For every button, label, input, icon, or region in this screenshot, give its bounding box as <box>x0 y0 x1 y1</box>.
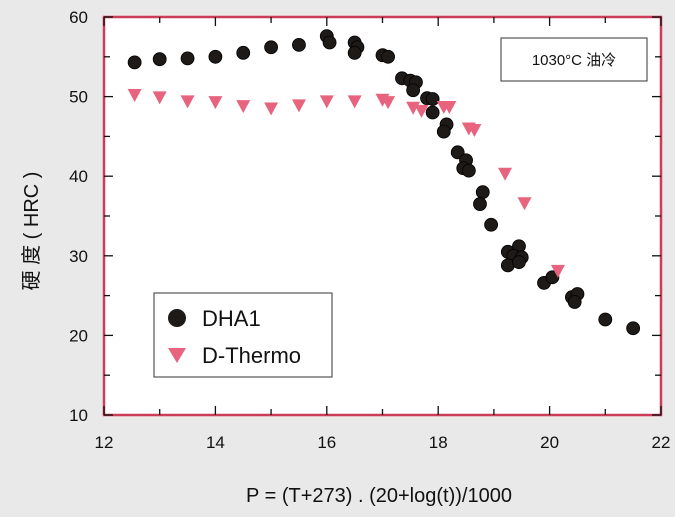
y-tick-label: 20 <box>69 326 88 345</box>
y-tick-label: 40 <box>69 167 88 186</box>
y-axis-label: 硬 度 ( HRC ) <box>20 172 43 291</box>
data-point-d-thermo <box>264 102 279 116</box>
x-tick-labels: 12 14 16 18 20 22 <box>95 433 671 452</box>
data-point-d-thermo <box>381 96 396 110</box>
data-point-d-thermo <box>236 100 251 114</box>
data-point-dha1 <box>425 105 440 120</box>
legend-marker-d-thermo <box>168 348 186 363</box>
data-point-dha1 <box>450 145 465 160</box>
data-point-dha1 <box>484 217 499 232</box>
data-point-dha1 <box>598 312 613 327</box>
x-tick-label: 12 <box>95 433 114 452</box>
data-point-dha1 <box>208 49 223 64</box>
x-tick-label: 16 <box>317 433 336 452</box>
annotation-text: 1030°C 油冷 <box>532 52 616 69</box>
annotation-box: 1030°C 油冷 <box>500 37 648 82</box>
data-point-dha1 <box>381 49 395 64</box>
legend-label-dha1: DHA1 <box>202 306 261 331</box>
data-point-dha1 <box>236 45 251 60</box>
x-tick-label: 20 <box>540 433 559 452</box>
data-point-d-thermo <box>347 95 362 109</box>
data-point-dha1 <box>545 270 560 285</box>
data-point-d-thermo <box>208 96 223 110</box>
data-point-dha1 <box>406 83 421 98</box>
data-point-dha1 <box>292 37 306 52</box>
legend-marker-dha1 <box>168 309 186 327</box>
data-point-dha1 <box>180 51 195 66</box>
data-point-dha1 <box>347 45 362 60</box>
data-point-dha1 <box>436 124 451 139</box>
series-dha1 <box>127 29 641 336</box>
x-axis-label: P = (T+273) . (20+log(t))/1000 <box>246 485 512 507</box>
legend: DHA1 D-Thermo <box>153 292 333 378</box>
data-point-dha1 <box>473 197 487 211</box>
data-point-d-thermo <box>414 104 429 118</box>
data-point-dha1 <box>475 185 490 200</box>
series-d-thermo <box>127 89 565 278</box>
data-point-d-thermo <box>291 99 306 113</box>
data-point-d-thermo <box>550 264 565 278</box>
data-point-dha1 <box>152 52 167 67</box>
y-tick-labels: 10 20 30 40 50 60 <box>69 8 88 425</box>
data-point-d-thermo <box>152 91 167 105</box>
data-point-dha1 <box>567 295 582 309</box>
x-tick-label: 22 <box>652 433 671 452</box>
x-tick-label: 14 <box>206 433 225 452</box>
data-point-dha1 <box>461 163 476 178</box>
data-point-d-thermo <box>127 89 142 103</box>
data-point-dha1 <box>127 55 142 70</box>
data-point-d-thermo <box>442 100 457 114</box>
data-point-dha1 <box>425 92 440 106</box>
y-tick-label: 30 <box>69 247 88 266</box>
legend-label-d-thermo: D-Thermo <box>202 343 301 368</box>
data-point-dha1 <box>512 255 526 270</box>
y-tick-label: 60 <box>69 8 88 27</box>
data-point-dha1 <box>322 35 337 50</box>
data-point-d-thermo <box>319 95 334 109</box>
data-point-d-thermo <box>517 197 532 211</box>
data-point-dha1 <box>264 40 279 55</box>
x-tick-label: 18 <box>429 433 448 452</box>
data-point-d-thermo <box>180 95 195 109</box>
y-tick-label: 50 <box>69 88 88 107</box>
data-point-d-thermo <box>467 124 482 138</box>
legend-box <box>153 292 333 378</box>
y-tick-label: 10 <box>69 406 88 425</box>
data-point-d-thermo <box>498 167 513 181</box>
data-point-dha1 <box>626 321 641 336</box>
ticks-group <box>103 16 662 416</box>
